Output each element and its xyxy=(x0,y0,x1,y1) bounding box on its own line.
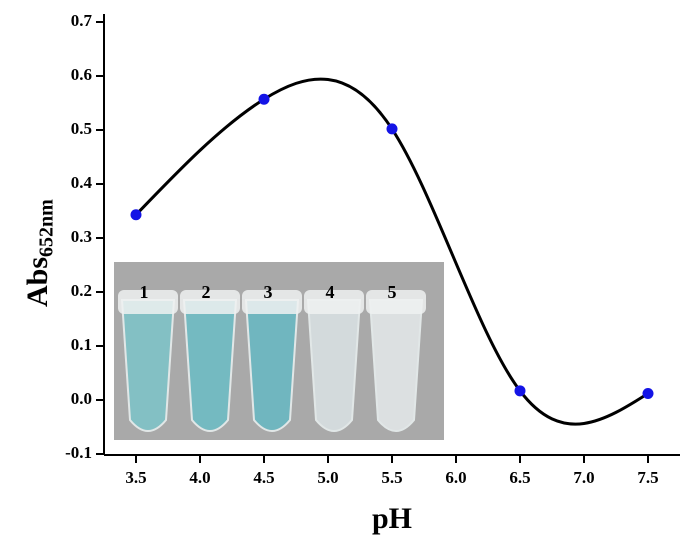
x-tick-label: 7.0 xyxy=(573,468,594,487)
y-tick-label: 0.6 xyxy=(71,65,92,84)
x-axis-title: pH xyxy=(372,502,412,535)
x-tick-label: 6.0 xyxy=(445,468,466,487)
point xyxy=(130,209,142,221)
tube-label: 3 xyxy=(264,282,273,302)
y-tick-label: 0.4 xyxy=(71,173,93,192)
x-tick-label: 7.5 xyxy=(637,468,658,487)
curve xyxy=(134,77,649,426)
y-tick-label: 0.7 xyxy=(71,11,93,30)
point xyxy=(386,123,398,135)
tube-cap xyxy=(366,290,426,314)
y-tick-label: 0.2 xyxy=(71,281,92,300)
y-tick-label: 0.1 xyxy=(71,335,92,354)
tube-cap xyxy=(304,290,364,314)
tube xyxy=(244,299,300,432)
x-tick-label: 6.5 xyxy=(509,468,530,487)
x-tick-label: 4.5 xyxy=(253,468,274,487)
tube-cap xyxy=(118,290,178,314)
tube-label: 5 xyxy=(388,282,397,302)
tube-label: 2 xyxy=(202,282,211,302)
tube xyxy=(182,299,238,432)
point xyxy=(514,385,526,397)
tube-cap xyxy=(180,290,240,314)
tube xyxy=(120,299,176,432)
x-tick-label: 3.5 xyxy=(125,468,146,487)
x-tick-label: 4.0 xyxy=(189,468,210,487)
y-tick-label: 0.3 xyxy=(71,227,92,246)
y-tick-label: -0.1 xyxy=(65,443,92,462)
y-axis-title-main: Abs xyxy=(21,257,54,307)
y-axis-title: Abs 652nm xyxy=(21,199,58,307)
inset-photo: 1 2 3 4 5 xyxy=(114,262,444,440)
y-tick-label: 0.0 xyxy=(71,389,92,408)
y-tick-label: 0.5 xyxy=(71,119,92,138)
tube xyxy=(306,299,362,432)
tube-label: 4 xyxy=(326,282,335,302)
point xyxy=(642,388,654,400)
y-axis-title-sub: 652nm xyxy=(36,199,58,257)
tube-cap xyxy=(242,290,302,314)
x-tick-label: 5.5 xyxy=(381,468,402,487)
tube-label: 1 xyxy=(140,282,149,302)
x-tick-label: 5.0 xyxy=(317,468,338,487)
tube xyxy=(368,299,424,432)
point xyxy=(258,93,270,105)
